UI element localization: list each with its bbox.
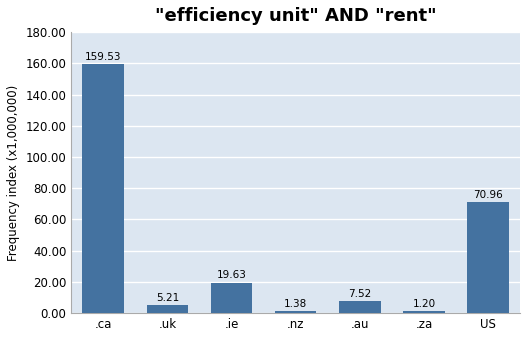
Title: "efficiency unit" AND "rent": "efficiency unit" AND "rent" (155, 7, 436, 25)
Bar (467, 202, 509, 313)
Bar (211, 283, 252, 313)
Text: 1.38: 1.38 (284, 299, 307, 309)
Text: 70.96: 70.96 (473, 190, 503, 200)
Text: 159.53: 159.53 (85, 52, 122, 62)
Bar (82, 64, 124, 313)
Text: 19.63: 19.63 (217, 270, 247, 280)
Bar (403, 311, 445, 313)
Text: 1.20: 1.20 (412, 299, 435, 309)
Bar (339, 301, 380, 313)
Bar (147, 305, 188, 313)
Bar (275, 311, 317, 313)
Text: 7.52: 7.52 (348, 289, 372, 299)
Text: 5.21: 5.21 (156, 293, 179, 303)
Y-axis label: Frequency index (x1,000,000): Frequency index (x1,000,000) (7, 84, 20, 261)
